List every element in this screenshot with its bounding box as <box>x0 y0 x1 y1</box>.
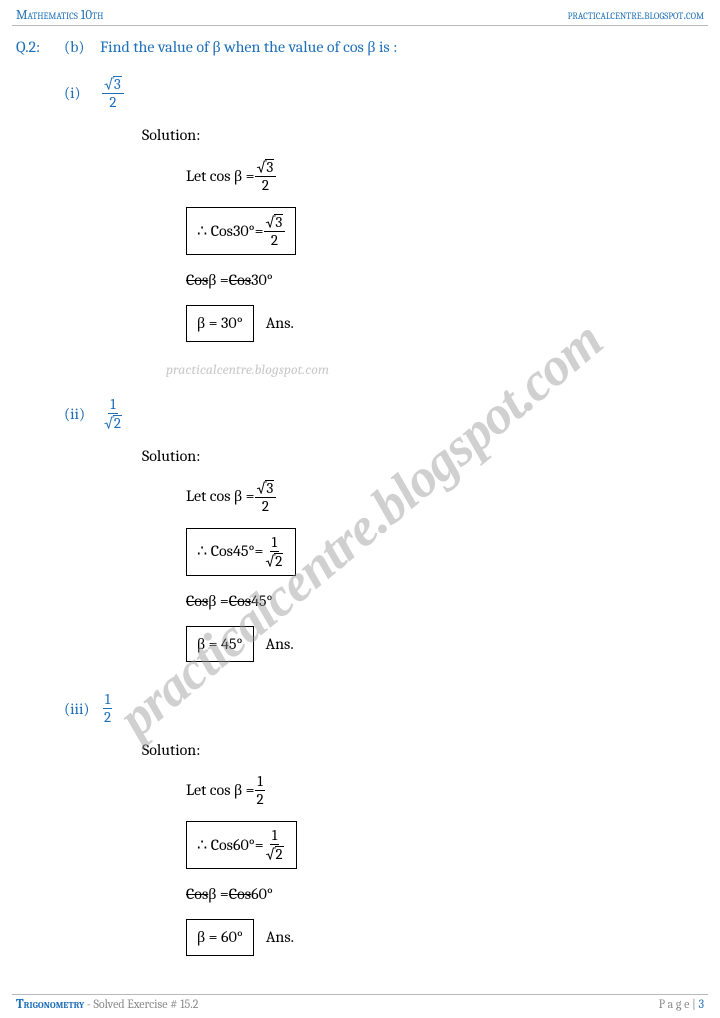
subpart-label: (i) <box>64 76 102 104</box>
cancel-line: Cos β = Cos 60° <box>186 883 704 905</box>
subpart-value: 3 2 <box>102 76 124 110</box>
subpart-i: (i) 3 2 <box>16 76 704 110</box>
page-header: Mathematics 10th practicalcentre.blogspo… <box>12 8 708 26</box>
solution-work-i: Let cos β = 3 2 ∴ Cos30° = 3 2 Cos β = C… <box>186 159 704 342</box>
subpart-value: 1 2 <box>102 692 113 725</box>
let-line: Let cos β = 3 2 <box>186 480 704 514</box>
question-row: Q.2: (b) Find the value of β when the va… <box>16 36 704 58</box>
subpart-label: (ii) <box>64 397 102 425</box>
answer-line: β = 30° Ans. <box>186 305 704 341</box>
subpart-iii: (iii) 1 2 <box>16 692 704 725</box>
question-part: (b) <box>64 36 100 58</box>
question-number: Q.2: <box>16 36 64 58</box>
solution-work-ii: Let cos β = 3 2 ∴ Cos45° = 1 2 Cos β = C… <box>186 480 704 663</box>
cancel-line: Cos β = Cos 30° <box>186 269 704 291</box>
solution-label: Solution: <box>142 445 704 467</box>
subpart-label: (iii) <box>64 692 102 720</box>
boxed-identity: ∴ Cos30° = 3 2 <box>186 207 704 255</box>
solution-label: Solution: <box>142 739 704 761</box>
boxed-identity: ∴ Cos45° = 1 2 <box>186 528 704 576</box>
answer-line: β = 60° Ans. <box>186 919 704 955</box>
cancel-line: Cos β = Cos 45° <box>186 590 704 612</box>
watermark-small: practicalcentre.blogspot.com <box>166 360 704 380</box>
solution-work-iii: Let cos β = 1 2 ∴ Cos60° = 1 2 Cos β = C… <box>186 774 704 956</box>
boxed-identity: ∴ Cos60° = 1 2 <box>186 821 704 869</box>
footer-left: Trigonometry - Solved Exercise # 15.2 <box>16 997 198 1012</box>
footer-right: P a g e | 3 <box>659 997 704 1012</box>
let-line: Let cos β = 3 2 <box>186 159 704 193</box>
subpart-value: 1 2 <box>102 397 124 431</box>
page-content: Q.2: (b) Find the value of β when the va… <box>12 26 708 956</box>
subpart-ii: (ii) 1 2 <box>16 397 704 431</box>
page-footer: Trigonometry - Solved Exercise # 15.2 P … <box>12 994 708 1012</box>
question-text: Find the value of β when the value of co… <box>100 36 397 58</box>
header-left: Mathematics 10th <box>16 8 103 23</box>
solution-label: Solution: <box>142 124 704 146</box>
let-line: Let cos β = 1 2 <box>186 774 704 807</box>
header-right[interactable]: practicalcentre.blogspot.com <box>568 8 704 23</box>
answer-line: β = 45° Ans. <box>186 626 704 662</box>
